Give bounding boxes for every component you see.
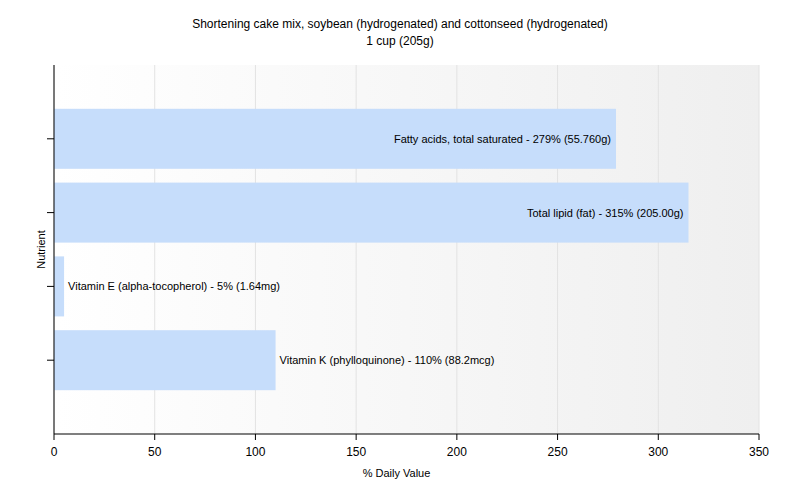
- grid-line: [54, 65, 55, 434]
- x-tick-label: 100: [245, 445, 265, 459]
- data-label: Vitamin K (phylloquinone) - 110% (88.2mc…: [280, 354, 495, 366]
- chart: 0 50 100 150 200 250 300 350 Fatty acids, total …: [0, 0, 800, 500]
- bar: [54, 183, 689, 243]
- y-axis-label: Nutrient: [35, 230, 47, 269]
- x-tick: [456, 434, 457, 440]
- y-tick: [47, 360, 54, 361]
- data-label: Total lipid (fat) - 315% (205.00g): [527, 207, 684, 219]
- x-axis: [54, 434, 759, 435]
- bar: [54, 256, 64, 316]
- x-tick: [658, 434, 659, 440]
- bars: [54, 109, 689, 390]
- data-label: Fatty acids, total saturated - 279% (55.…: [394, 133, 611, 145]
- x-tick-label: 0: [51, 445, 58, 459]
- x-tick-label: 50: [148, 445, 162, 459]
- x-tick-label: 250: [548, 445, 568, 459]
- x-tick: [154, 434, 155, 440]
- x-tick: [356, 434, 357, 440]
- x-tick-label: 200: [447, 445, 467, 459]
- y-axis: [54, 65, 55, 434]
- x-tick: [54, 434, 55, 440]
- title: Shortening cake mix, soybean (hydrogenat…: [192, 17, 608, 31]
- subtitle: 1 cup (205g): [366, 34, 433, 48]
- x-tick: [557, 434, 558, 440]
- data-label: Vitamin E (alpha-tocopherol) - 5% (1.64m…: [68, 280, 280, 292]
- y-tick: [47, 286, 54, 287]
- y-tick: [47, 212, 54, 213]
- grid-line: [658, 65, 659, 434]
- x-tick: [255, 434, 256, 440]
- plot-background: [54, 65, 759, 434]
- x-tick-label: 350: [749, 445, 769, 459]
- grid-line: [759, 65, 760, 434]
- x-tick-label: 150: [346, 445, 366, 459]
- bar: [54, 330, 276, 390]
- x-axis-label: % Daily Value: [363, 467, 431, 479]
- y-tick: [47, 138, 54, 139]
- bar: [54, 109, 616, 169]
- x-tick: [759, 434, 760, 440]
- x-tick-label: 300: [648, 445, 668, 459]
